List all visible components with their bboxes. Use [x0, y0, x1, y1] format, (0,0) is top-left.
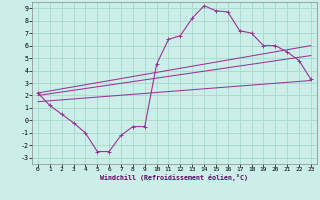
X-axis label: Windchill (Refroidissement éolien,°C): Windchill (Refroidissement éolien,°C): [100, 174, 248, 181]
